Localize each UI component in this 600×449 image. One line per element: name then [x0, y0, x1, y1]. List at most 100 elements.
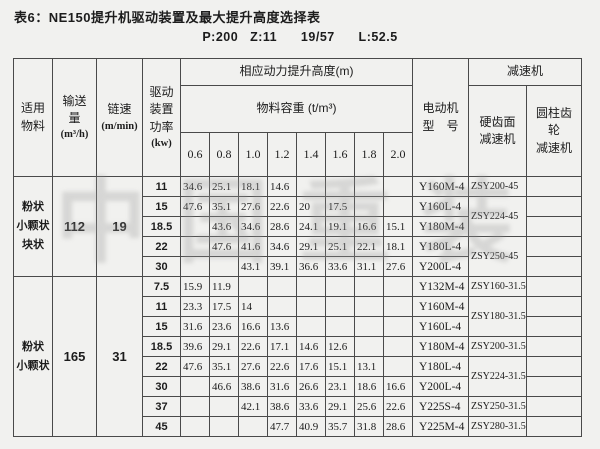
- height-cell: 36.6: [296, 256, 326, 277]
- height-cell: 23.6: [209, 316, 239, 337]
- header-capacity-unit: (m³/h): [60, 129, 89, 141]
- height-cell: [383, 316, 413, 337]
- height-cell: [354, 336, 384, 357]
- height-cell: 15.9: [180, 276, 210, 297]
- selection-table: 适用 物料 输送 量 (m³/h) 链速 (m/min) 驱动 装置 功率 (kw) …: [13, 58, 583, 437]
- height-cell: 29.1: [325, 396, 355, 417]
- header-drive-power: 驱动 装置 功率 (kw): [142, 58, 181, 177]
- height-cell: 41.6: [238, 236, 268, 257]
- height-cell: [180, 236, 210, 257]
- height-cell: 43.1: [238, 256, 268, 277]
- height-cell: 22.6: [267, 356, 297, 377]
- height-cell: 22.6: [383, 396, 413, 417]
- table-row: 30 46.6 38.6 31.6 26.6 23.1 18.6 16.6 Y200L-4: [14, 376, 583, 397]
- height-cell: 17.5: [325, 196, 355, 217]
- header-chain-speed-unit: (m/min): [101, 120, 138, 132]
- height-cell: [383, 356, 413, 377]
- height-cell: 16.6: [383, 376, 413, 397]
- motor-cell: Y180M-4: [412, 216, 469, 237]
- table-row: 11 23.3 17.5 14 Y160M-4 ZSY180-31.5: [14, 296, 583, 337]
- motor-cell: Y180L-4: [412, 236, 469, 257]
- cylindrical-reducer-cell: [525, 316, 583, 337]
- height-cell: 28.6: [383, 416, 413, 437]
- height-cell: 22.1: [354, 236, 384, 257]
- power-cell: 15: [142, 196, 181, 217]
- height-cell: [383, 276, 413, 297]
- height-cell: [238, 416, 268, 437]
- height-cell: 34.6: [238, 216, 268, 237]
- cylindrical-reducer-cell: [525, 416, 583, 437]
- height-cell: [209, 256, 239, 277]
- height-cell: 17.5: [209, 296, 239, 317]
- height-cell: 39.1: [267, 256, 297, 277]
- page-title: 表6：NE150提升机驱动装置及最大提升高度选择表: [14, 10, 321, 25]
- height-cell: 12.6: [325, 336, 355, 357]
- capacity-cell: 112: [52, 176, 97, 277]
- height-cell: 26.6: [296, 376, 326, 397]
- power-cell: 11: [142, 296, 181, 317]
- height-cell: [267, 296, 297, 317]
- height-cell: 46.6: [209, 376, 239, 397]
- header-chain-speed-label: 链速: [107, 102, 132, 117]
- power-cell: 22: [142, 236, 181, 257]
- height-cell: 18.6: [354, 376, 384, 397]
- height-cell: 31.1: [354, 256, 384, 277]
- height-cell: 25.1: [325, 236, 355, 257]
- density-value: 0.6: [180, 132, 210, 177]
- reducer-cell: ZSY250-45: [468, 236, 527, 277]
- height-cell: 35.7: [325, 416, 355, 437]
- height-cell: 11.9: [209, 276, 239, 297]
- header-lift-height: 相应动力提升高度(m): [180, 58, 413, 86]
- header-chain-speed: 链速 (m/min): [96, 58, 143, 177]
- reducer-cell: ZSY224-45: [468, 196, 527, 237]
- power-cell: 30: [142, 376, 181, 397]
- height-cell: [354, 176, 384, 197]
- density-header-row: 0.6 0.8 1.0 1.2 1.4 1.6 1.8 2.0: [14, 132, 582, 177]
- table-body: 粉状 小颗状 块状 112 19 11 34.6 25.1 18.1 14.6 Y160M-4 Z…: [13, 176, 583, 437]
- density-value: 1.0: [238, 132, 268, 177]
- motor-cell: Y160M-4: [412, 176, 469, 197]
- height-cell: 20: [296, 196, 326, 217]
- height-cell: 33.6: [296, 396, 326, 417]
- height-cell: [238, 276, 268, 297]
- density-value: 1.2: [267, 132, 297, 177]
- height-cell: [354, 276, 384, 297]
- height-cell: 14.6: [267, 176, 297, 197]
- height-cell: [325, 296, 355, 317]
- density-value: 1.4: [296, 132, 326, 177]
- table-row: 粉状 小颗状 块状 112 19 11 34.6 25.1 18.1 14.6 Y160M-4 Z…: [13, 176, 583, 277]
- height-cell: 15.1: [325, 356, 355, 377]
- height-cell: 22.6: [267, 196, 297, 217]
- density-value: 1.8: [354, 132, 384, 177]
- height-cell: 39.6: [180, 336, 210, 357]
- reducer-cell: ZSY200-45: [468, 176, 527, 197]
- height-cell: 43.6: [209, 216, 239, 237]
- header-reducer: 减速机: [467, 58, 583, 86]
- height-cell: 31.6: [180, 316, 210, 337]
- reducer-cell: ZSY224-31.5: [468, 356, 527, 397]
- cylindrical-reducer-cell: [525, 376, 583, 397]
- height-cell: [209, 416, 239, 437]
- motor-cell: Y180M-4: [412, 336, 469, 357]
- table-row: 15 47.6 35.1 27.6 22.6 20 17.5 Y160L-4 ZSY224-45: [14, 196, 583, 237]
- header-capacity-label: 输送 量: [62, 93, 87, 125]
- height-cell: 35.1: [209, 196, 239, 217]
- header-motor-model: 电动机 型 号: [412, 58, 469, 177]
- height-cell: [180, 376, 210, 397]
- chain-speed-cell: 31: [96, 276, 143, 437]
- cylindrical-reducer-cell: [525, 236, 583, 257]
- height-cell: 33.6: [325, 256, 355, 277]
- height-cell: 25.6: [354, 396, 384, 417]
- table-row: 粉状 小颗状 165 31 7.5 15.9 11.9 Y132M-4 ZSY160-31.5: [13, 276, 583, 437]
- header-cylindrical-reducer: 圆柱齿 轮 减速机: [525, 85, 583, 177]
- height-cell: 31.8: [354, 416, 384, 437]
- height-cell: [325, 176, 355, 197]
- height-cell: 47.6: [180, 196, 210, 217]
- height-cell: 16.6: [238, 316, 268, 337]
- chain-speed-cell: 19: [96, 176, 143, 277]
- power-cell: 11: [142, 176, 181, 197]
- height-cell: [180, 256, 210, 277]
- height-cell: 27.6: [383, 256, 413, 277]
- height-cell: [296, 276, 326, 297]
- height-cell: 23.3: [180, 296, 210, 317]
